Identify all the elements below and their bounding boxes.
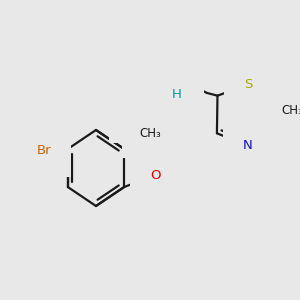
Text: CH₃: CH₃ (139, 127, 161, 140)
Text: Br: Br (37, 145, 51, 158)
Text: CH₃: CH₃ (282, 104, 300, 117)
Text: O: O (129, 110, 140, 123)
Text: O: O (150, 169, 160, 182)
Text: N: N (175, 72, 184, 85)
Text: N: N (242, 139, 252, 152)
Text: H: H (172, 88, 182, 101)
Text: S: S (244, 78, 253, 91)
